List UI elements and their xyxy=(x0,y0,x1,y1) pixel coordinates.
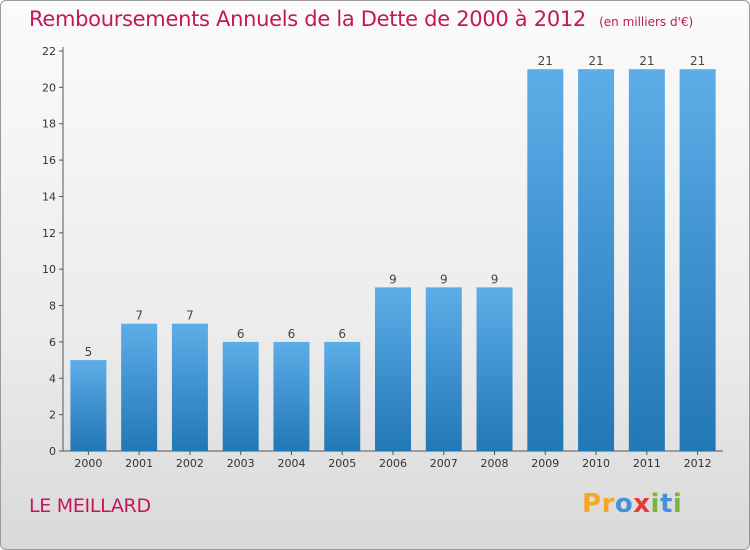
logo-letter: P xyxy=(582,489,602,519)
data-label: 6 xyxy=(237,327,245,341)
y-tick-label: 0 xyxy=(49,445,56,458)
bar xyxy=(527,69,564,451)
y-tick-label: 14 xyxy=(42,190,56,203)
commune-name: LE MEILLARD xyxy=(29,495,151,517)
y-tick-label: 18 xyxy=(42,118,56,131)
x-tick-label: 2002 xyxy=(176,457,204,470)
logo-letter: r xyxy=(601,489,615,519)
x-tick-label: 2000 xyxy=(74,457,102,470)
bar xyxy=(324,341,361,451)
title-row: Remboursements Annuels de la Dette de 20… xyxy=(29,7,693,31)
y-tick-label: 6 xyxy=(49,336,56,349)
bar xyxy=(222,341,259,451)
proxiti-logo[interactable]: Proxiti xyxy=(582,489,682,519)
y-tick-label: 22 xyxy=(42,45,56,58)
data-label: 9 xyxy=(491,272,499,286)
bar xyxy=(425,287,462,451)
y-tick-label: 2 xyxy=(49,409,56,422)
data-label: 6 xyxy=(288,327,296,341)
data-label: 6 xyxy=(338,327,346,341)
y-tick-label: 20 xyxy=(42,81,56,94)
x-tick-label: 2005 xyxy=(328,457,356,470)
bar xyxy=(121,323,158,451)
y-tick-label: 12 xyxy=(42,227,56,240)
data-label: 7 xyxy=(186,309,194,323)
data-label: 7 xyxy=(135,309,143,323)
data-label: 21 xyxy=(588,54,603,68)
x-tick-label: 2011 xyxy=(633,457,661,470)
data-label: 9 xyxy=(440,272,448,286)
x-tick-label: 2001 xyxy=(125,457,153,470)
bar xyxy=(578,69,615,451)
x-tick-label: 2008 xyxy=(481,457,509,470)
data-label: 9 xyxy=(389,272,397,286)
y-tick-label: 4 xyxy=(49,372,56,385)
logo-letter: x xyxy=(633,489,651,519)
x-tick-label: 2004 xyxy=(277,457,305,470)
x-tick-label: 2007 xyxy=(430,457,458,470)
bar xyxy=(273,341,310,451)
data-label: 21 xyxy=(538,54,553,68)
x-tick-label: 2009 xyxy=(531,457,559,470)
unit-note: (en milliers d'€) xyxy=(599,15,694,29)
chart-title: Remboursements Annuels de la Dette de 20… xyxy=(29,7,586,31)
logo-letter: t xyxy=(659,489,673,519)
y-tick-label: 10 xyxy=(42,263,56,276)
data-label: 5 xyxy=(85,345,93,359)
y-tick-label: 8 xyxy=(49,300,56,313)
x-tick-label: 2010 xyxy=(582,457,610,470)
bar xyxy=(679,69,716,451)
bar xyxy=(476,287,513,451)
x-tick-label: 2006 xyxy=(379,457,407,470)
logo-letter: i xyxy=(650,489,660,519)
data-label: 21 xyxy=(690,54,705,68)
logo-letter: i xyxy=(672,489,683,519)
x-tick-label: 2003 xyxy=(227,457,255,470)
logo-letter: o xyxy=(614,489,634,519)
bar xyxy=(70,360,107,451)
data-label: 21 xyxy=(639,54,654,68)
bar xyxy=(171,323,208,451)
x-tick-label: 2012 xyxy=(684,457,712,470)
bar xyxy=(375,287,411,451)
bar xyxy=(628,69,665,451)
y-tick-label: 16 xyxy=(42,154,56,167)
